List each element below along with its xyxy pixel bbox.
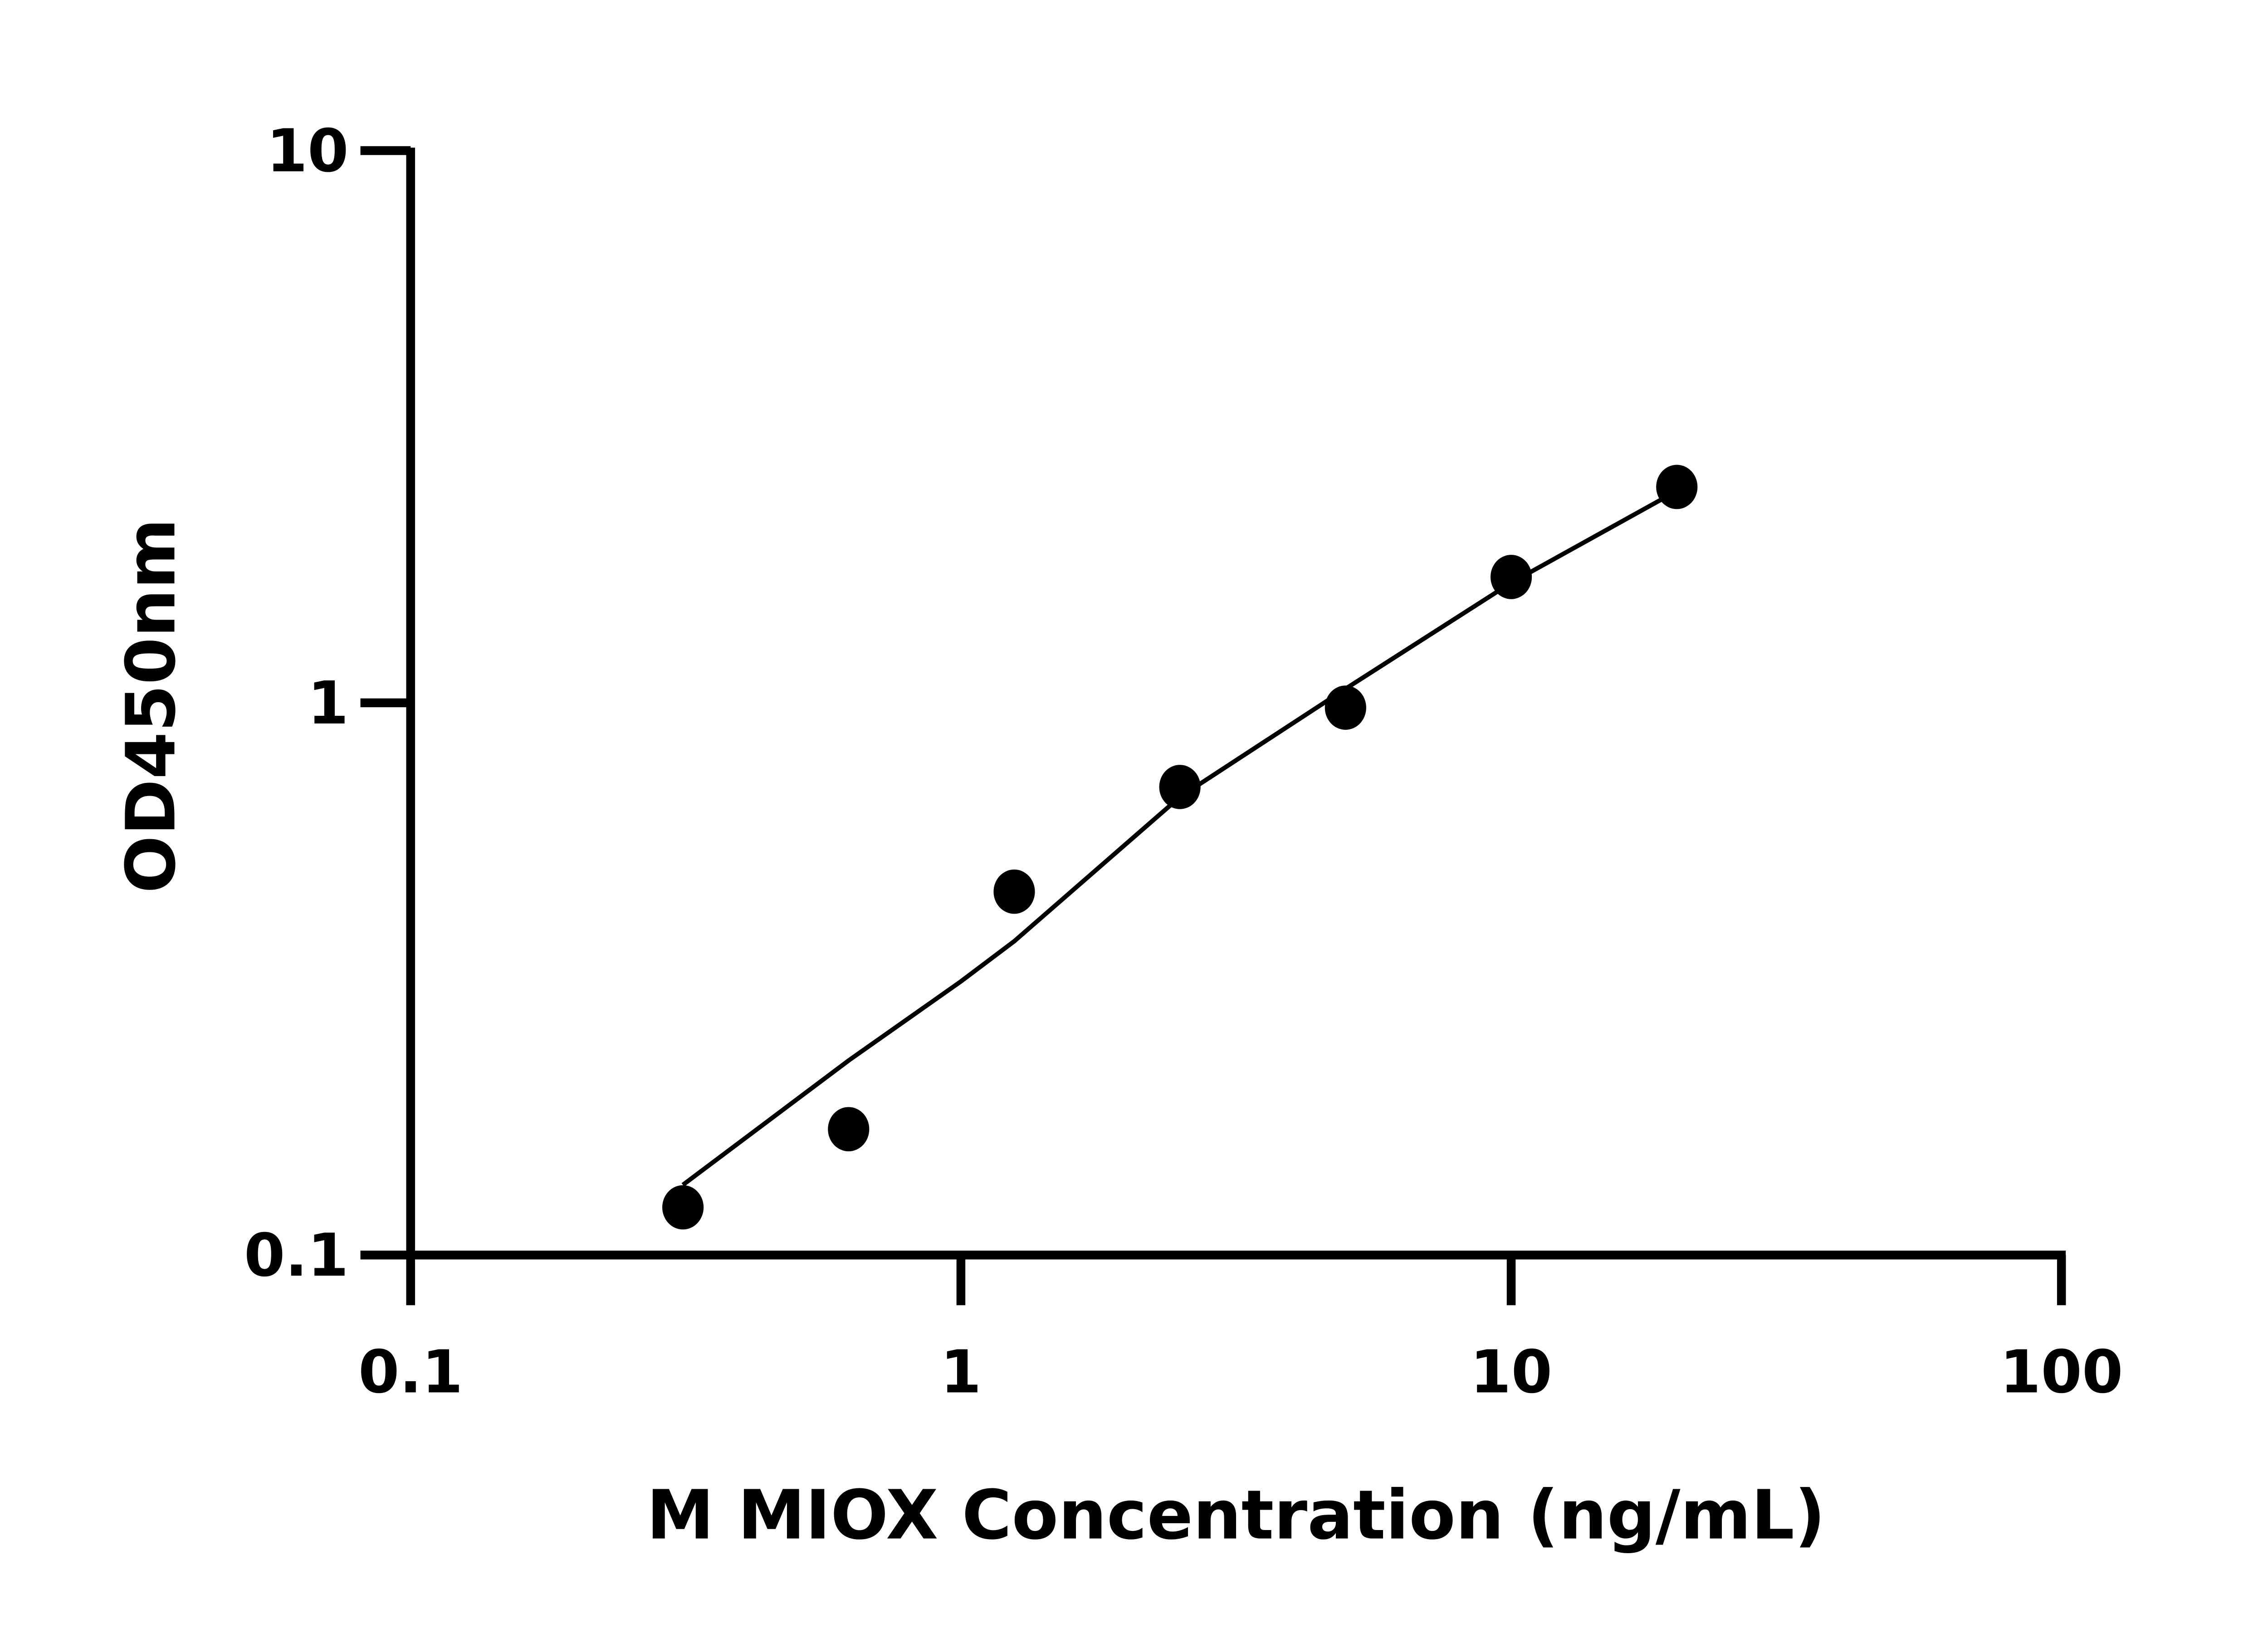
data-point (662, 1185, 704, 1230)
x-tick-label: 0.1 (358, 1337, 463, 1406)
data-point (1325, 685, 1366, 730)
x-tick-label: 1 (940, 1337, 982, 1406)
fit-curve-line (681, 489, 1678, 1187)
data-point (1490, 555, 1532, 599)
data-point (1159, 765, 1201, 809)
y-tick-label: 1 (308, 669, 349, 738)
x-tick-label: 10 (1470, 1337, 1552, 1406)
y-tick-label: 10 (266, 117, 348, 186)
data-point (828, 1107, 870, 1152)
data-point (1656, 464, 1698, 509)
data-point (993, 869, 1035, 914)
y-axis-label: OD450nm (112, 518, 191, 894)
x-tick-label: 100 (2000, 1337, 2123, 1406)
axes (406, 147, 2066, 1260)
y-tick-label: 0.1 (244, 1221, 349, 1290)
x-axis-label: M MIOX Concentration (ng/mL) (646, 1476, 1825, 1555)
